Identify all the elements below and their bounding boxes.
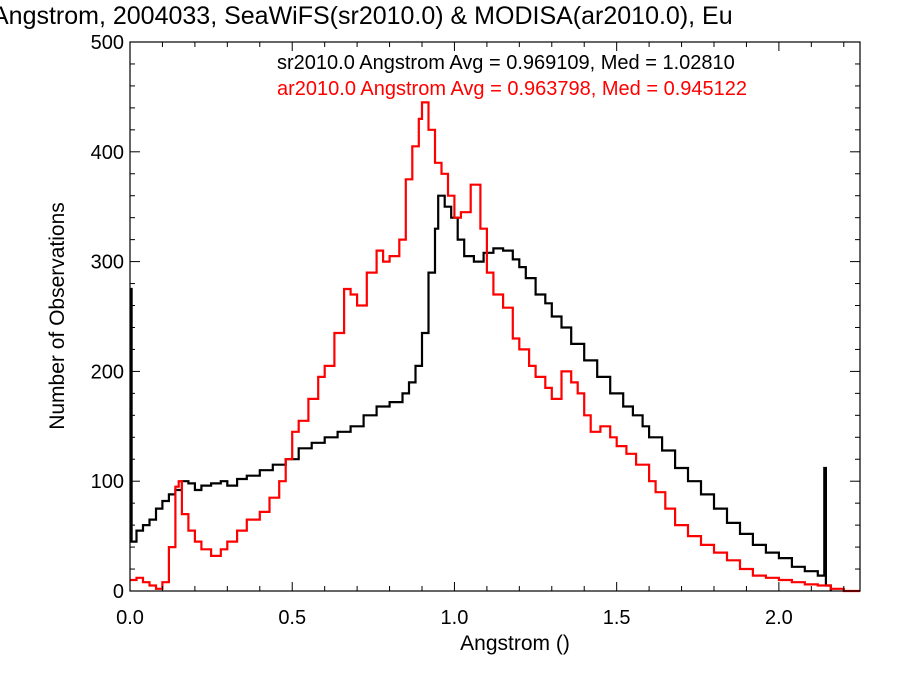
x-tick-label: 2.0 — [765, 607, 793, 629]
series-line-1 — [130, 101, 860, 593]
annotation-sr2010: sr2010.0 Angstrom Avg = 0.969109, Med = … — [277, 52, 735, 74]
plot-frame — [129, 41, 861, 592]
axis-layer: 0.0 0.5 1.0 1.5 2.0 0 100 200 300 400 500 — [91, 32, 861, 629]
y-tick-label: 200 — [91, 361, 124, 383]
x-tick-label: 0.5 — [278, 607, 306, 629]
annotation-ar2010: ar2010.0 Angstrom Avg = 0.963798, Med = … — [277, 78, 747, 100]
y-tick-label: 400 — [91, 142, 124, 164]
x-tick-label: 1.5 — [603, 607, 631, 629]
series-line-0 — [130, 194, 832, 591]
x-tick-label: 0.0 — [116, 607, 144, 629]
x-axis-label: Angstrom () — [460, 632, 570, 655]
series-layer — [130, 101, 860, 593]
x-tick-label: 1.0 — [441, 607, 469, 629]
chart-title: Angstrom, 2004033, SeaWiFS(sr2010.0) & M… — [0, 2, 733, 30]
y-tick-label: 500 — [91, 32, 124, 54]
y-tick-label: 0 — [113, 581, 124, 603]
y-tick-label: 300 — [91, 252, 124, 274]
y-tick-label: 100 — [91, 471, 124, 493]
